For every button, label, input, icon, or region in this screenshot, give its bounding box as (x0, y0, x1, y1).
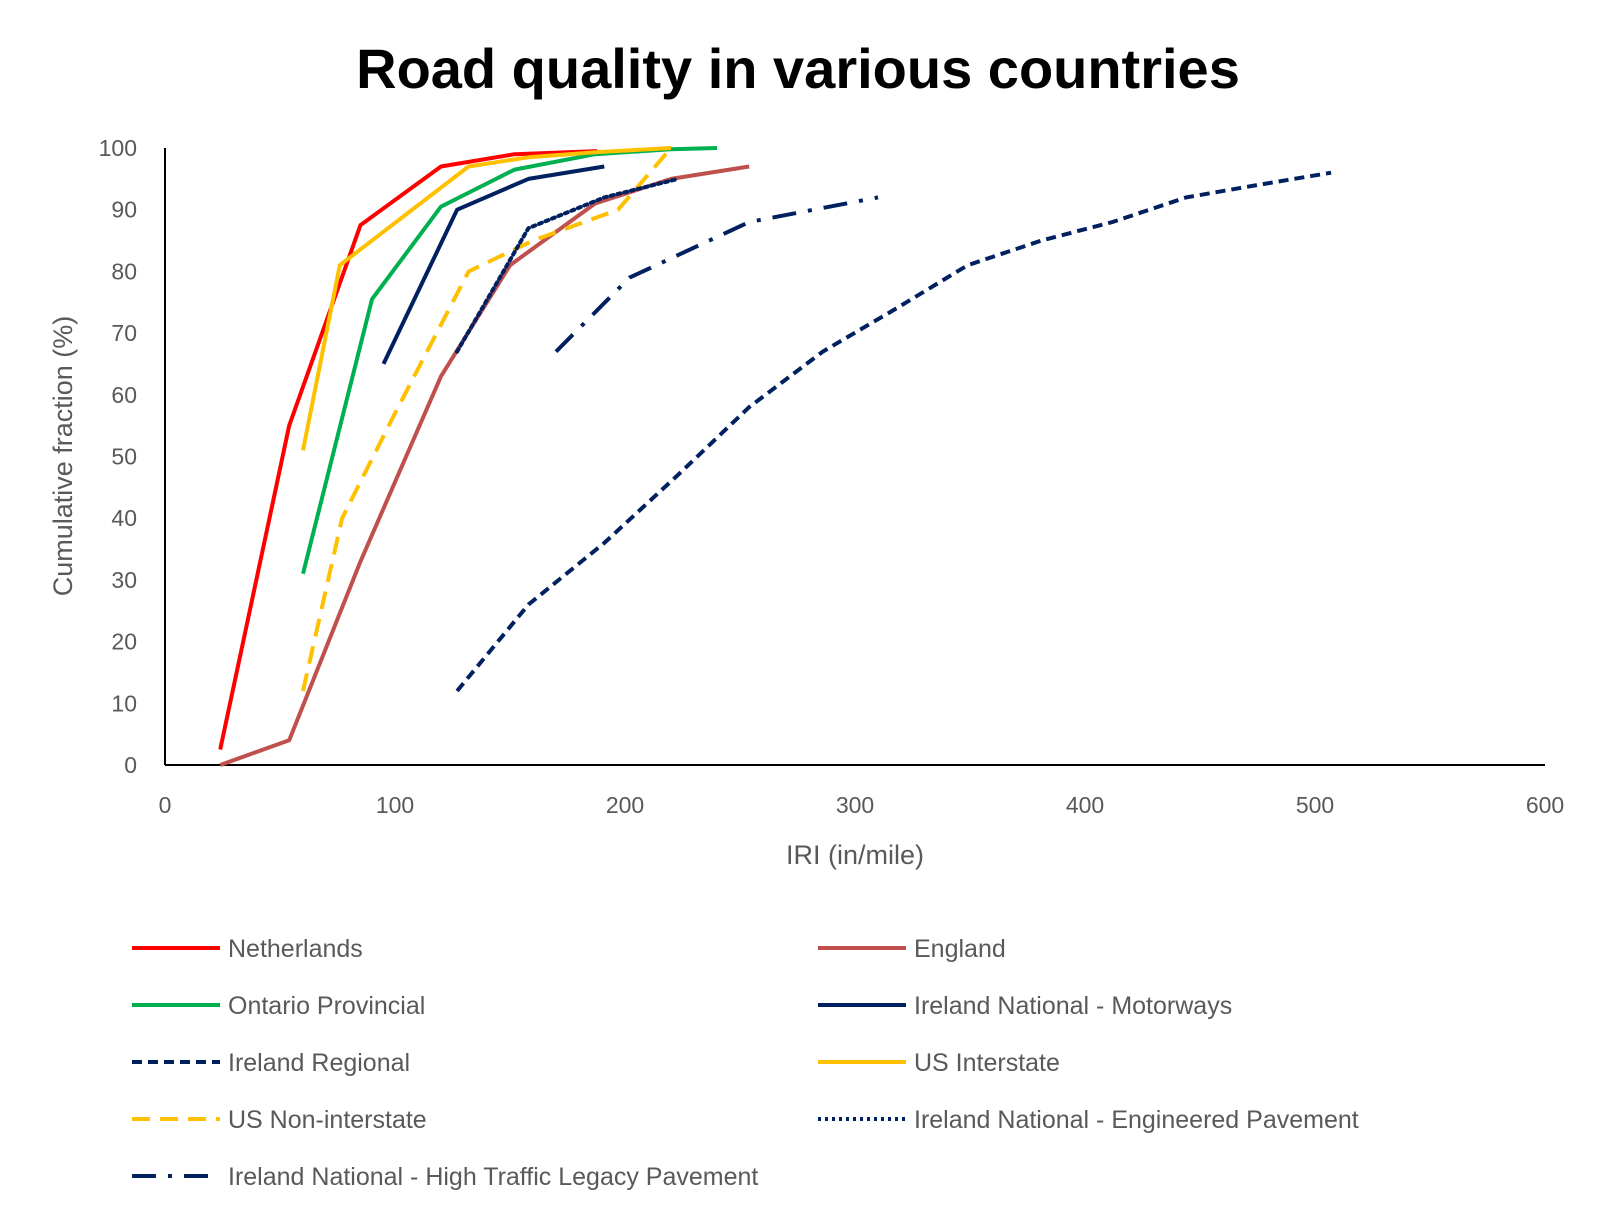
legend-item: Ireland National - Motorways (818, 992, 1232, 1020)
y-tick-label: 100 (99, 135, 137, 161)
series-line-0 (218, 149, 598, 751)
legend-label: US Interstate (914, 1049, 1060, 1077)
legend-label: England (914, 935, 1006, 963)
legend-label: Ireland National - Engineered Pavement (914, 1106, 1359, 1134)
legend-label: Ireland Regional (228, 1049, 410, 1077)
legend-item: England (818, 935, 1006, 963)
legend-item: Ireland Regional (132, 1049, 410, 1077)
series-line-3 (381, 164, 605, 365)
x-tick-label: 100 (376, 792, 414, 818)
y-tick-label: 40 (111, 505, 137, 531)
x-tick-label: 500 (1296, 792, 1334, 818)
series-line-6 (301, 146, 673, 692)
series-line-1 (219, 164, 750, 767)
y-tick-label: 30 (111, 567, 137, 593)
legend-item: Ireland National - High Traffic Legacy P… (132, 1163, 758, 1191)
series-line-2 (301, 146, 718, 575)
y-tick-label: 60 (111, 382, 137, 408)
x-tick-label: 600 (1526, 792, 1564, 818)
x-tick-label: 200 (606, 792, 644, 818)
legend-label: Ireland National - Motorways (914, 992, 1232, 1020)
y-tick-label: 10 (111, 690, 137, 716)
legend-item: US Non-interstate (132, 1106, 427, 1134)
y-axis-label: Cumulative fraction (%) (48, 316, 78, 597)
axes (164, 148, 1545, 766)
x-tick-label: 400 (1066, 792, 1104, 818)
legend-label: Netherlands (228, 935, 363, 963)
y-tick-label: 20 (111, 629, 137, 655)
x-tick-labels: 0 100 200 300 400 500 600 (159, 792, 1565, 818)
legend-label: Ontario Provincial (228, 992, 425, 1020)
y-tick-label: 50 (111, 444, 137, 470)
legend-label: US Non-interstate (228, 1106, 427, 1134)
y-tick-label: 80 (111, 258, 137, 284)
series-line-4 (455, 170, 1332, 693)
legend-item: Ireland National - Engineered Pavement (818, 1106, 1359, 1134)
y-tick-labels: 0 10 20 30 40 50 60 70 80 90 100 (99, 135, 137, 778)
y-tick-label: 70 (111, 320, 137, 346)
series-layer (218, 146, 1332, 767)
legend-item: US Interstate (818, 1049, 1060, 1077)
series-line-8 (554, 195, 879, 354)
x-tick-label: 300 (836, 792, 874, 818)
legend-label: Ireland National - High Traffic Legacy P… (228, 1163, 758, 1191)
series-line-5 (301, 146, 672, 451)
x-tick-label: 0 (159, 792, 172, 818)
legend: Netherlands England Ontario Provincial Irel… (132, 935, 1359, 1191)
series-line-7 (455, 176, 680, 354)
chart-title: Road quality in various countries (356, 37, 1240, 100)
x-axis-label: IRI (in/mile) (786, 840, 924, 870)
y-tick-label: 90 (111, 197, 137, 223)
y-tick-label: 0 (124, 752, 137, 778)
legend-item: Netherlands (132, 935, 363, 963)
legend-item: Ontario Provincial (132, 992, 425, 1020)
